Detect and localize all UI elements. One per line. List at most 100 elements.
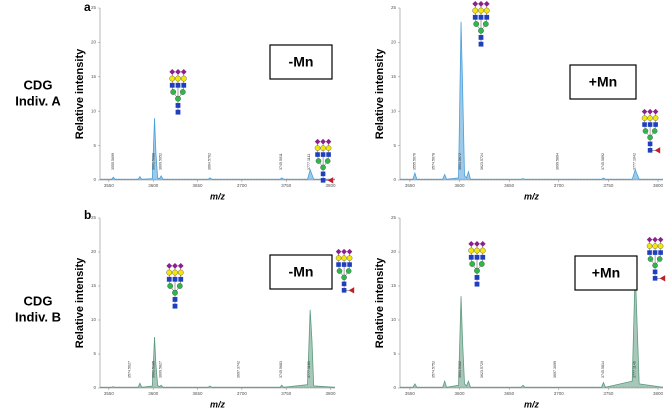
x-tick-label: 3650	[504, 183, 515, 188]
spectrum-fill	[400, 269, 663, 388]
glycan-icon	[647, 237, 665, 282]
x-tick-label: 3650	[193, 391, 204, 396]
y-tick-label: 25	[391, 5, 397, 10]
x-tick-label: 3650	[504, 391, 515, 396]
peak-label: 3777.1042	[632, 153, 636, 170]
y-tick-label: 5	[93, 143, 96, 148]
y-tick-label: 10	[91, 108, 97, 113]
y-axis-label: Relative intensity	[374, 48, 386, 139]
condition-box	[269, 44, 333, 80]
spectrum-line	[100, 118, 335, 180]
y-tick-label: 5	[393, 143, 396, 148]
x-tick-label: 3800	[326, 183, 337, 188]
peak-label: 3623.5729	[480, 361, 484, 378]
spectrum-fill	[100, 309, 335, 388]
x-tick-label: 3550	[104, 391, 115, 396]
peak-label: 3601.5185	[152, 361, 156, 378]
condition-label: -Mn	[289, 264, 314, 280]
peak-label: 3574.5678	[431, 153, 435, 170]
x-tick-label: 3600	[148, 391, 159, 396]
glycan-icon	[165, 262, 185, 310]
peak-label: 3697.3099	[553, 361, 557, 378]
condition-label: +Mn	[592, 265, 620, 281]
peak-label: 3745.5814	[601, 361, 605, 378]
peak-label: 3697.3742	[237, 361, 241, 378]
row-label: CDG	[24, 293, 53, 308]
y-axis-label: Relative intensity	[374, 257, 386, 348]
x-tick-label: 3550	[405, 183, 416, 188]
x-tick-label: 3700	[237, 183, 248, 188]
peak-label: 3664.5762	[207, 153, 211, 170]
x-axis-label: m/z	[524, 191, 540, 201]
peak-label: 3745.5892	[601, 153, 605, 170]
x-tick-label: 3600	[455, 391, 466, 396]
x-tick-label: 3750	[603, 183, 614, 188]
x-tick-label: 3550	[405, 391, 416, 396]
x-tick-label: 3750	[281, 183, 292, 188]
spectrum-line	[400, 21, 663, 180]
condition-label: +Mn	[589, 74, 617, 90]
y-tick-label: 15	[391, 283, 397, 288]
y-tick-label: 20	[391, 249, 397, 254]
peak-label: 3555.5699	[111, 153, 115, 170]
y-tick-label: 5	[393, 351, 396, 356]
y-tick-label: 25	[91, 215, 97, 220]
peak-label: 3777.1183	[307, 361, 311, 378]
x-tick-label: 3600	[455, 183, 466, 188]
peak-label: 3609.5827	[159, 361, 163, 378]
x-tick-label: 3700	[237, 391, 248, 396]
x-tick-label: 3700	[554, 183, 565, 188]
peak-label: 3601.5162	[458, 361, 462, 378]
y-tick-label: 10	[391, 108, 397, 113]
peak-label: 3745.5011	[279, 153, 283, 170]
y-tick-label: 0	[93, 177, 96, 182]
glycan-icon	[168, 68, 188, 116]
glycan-icon	[315, 139, 333, 184]
row-label: CDG	[24, 77, 53, 92]
x-tick-label: 3800	[326, 391, 337, 396]
y-tick-label: 0	[93, 385, 96, 390]
condition-box	[574, 255, 638, 291]
y-tick-label: 5	[93, 351, 96, 356]
glycan-icon	[471, 0, 491, 48]
x-tick-label: 3750	[281, 391, 292, 396]
spectrum-line	[100, 309, 336, 388]
y-axis-label: Relative intensity	[74, 257, 86, 348]
row-label: Indiv. B	[15, 309, 61, 324]
glycan-icon	[642, 109, 660, 154]
y-tick-label: 20	[391, 40, 397, 45]
x-tick-label: 3800	[653, 391, 664, 396]
y-tick-label: 10	[91, 317, 97, 322]
x-tick-label: 3600	[148, 183, 159, 188]
spectrum-fill	[100, 118, 335, 180]
peak-label: 3699.5894	[555, 153, 559, 170]
panel-letter: a	[84, 0, 91, 14]
x-axis-label: m/z	[524, 399, 540, 409]
peak-label: 3623.5724	[480, 153, 484, 170]
x-tick-label: 3700	[554, 391, 565, 396]
x-tick-label: 3800	[653, 183, 664, 188]
y-tick-label: 0	[393, 385, 396, 390]
peak-label: 3555.5676	[412, 153, 416, 170]
peak-label: 3777.1111	[307, 154, 311, 170]
peak-label: 3601.5672	[458, 153, 462, 170]
condition-box	[269, 254, 333, 290]
y-tick-label: 15	[391, 74, 397, 79]
y-tick-label: 15	[91, 283, 97, 288]
spectrum-fill	[400, 21, 663, 181]
x-tick-label: 3650	[193, 183, 204, 188]
peak-label: 3574.5752	[431, 361, 435, 378]
x-axis-label: m/z	[210, 191, 226, 201]
x-tick-label: 3750	[603, 391, 614, 396]
y-tick-label: 15	[91, 74, 97, 79]
row-label: Indiv. A	[15, 93, 61, 108]
y-tick-label: 20	[91, 249, 97, 254]
y-tick-label: 25	[91, 5, 97, 10]
spectrum-line	[400, 268, 664, 388]
peak-label: 3777.1146	[632, 361, 636, 378]
glycan-icon	[336, 249, 354, 294]
y-tick-label: 0	[393, 177, 396, 182]
peak-label: 3601.5688	[152, 153, 156, 170]
y-axis-label: Relative intensity	[74, 48, 86, 139]
condition-label: -Mn	[289, 54, 314, 70]
